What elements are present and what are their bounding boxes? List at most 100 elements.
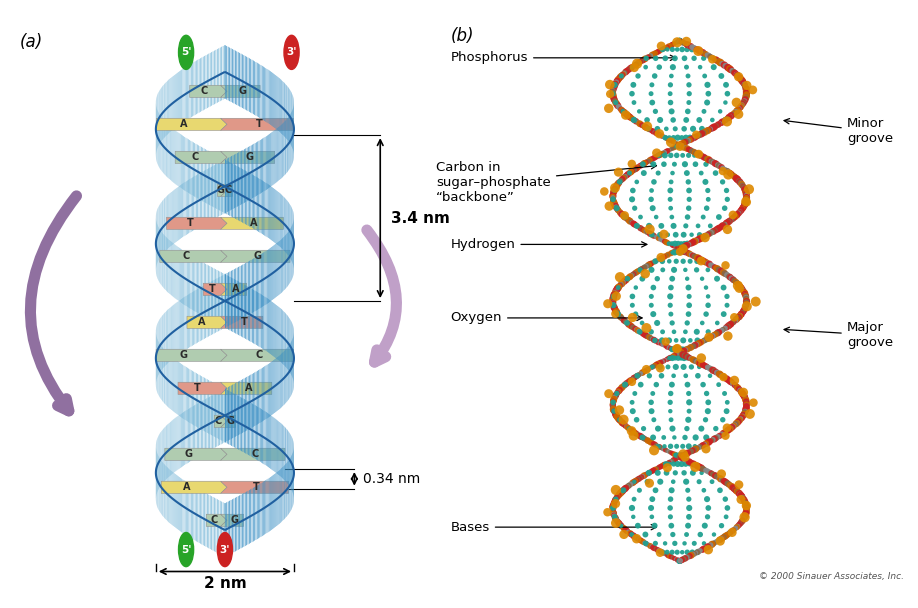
Point [644, 185, 659, 195]
Point [637, 226, 652, 235]
Point [688, 159, 703, 169]
Point [610, 412, 624, 422]
Point [682, 447, 697, 457]
Point [677, 54, 692, 63]
Point [606, 295, 621, 305]
Text: Hydrogen: Hydrogen [451, 238, 647, 251]
Point [676, 554, 690, 564]
Point [612, 311, 627, 321]
Point [736, 98, 751, 108]
Point [700, 258, 715, 268]
Point [680, 106, 695, 116]
Point [689, 265, 704, 275]
Point [641, 469, 655, 478]
Point [644, 363, 658, 373]
Point [739, 399, 754, 409]
Point [673, 244, 688, 254]
Point [666, 345, 681, 355]
Point [729, 522, 744, 532]
Point [619, 422, 633, 432]
Point [624, 62, 639, 72]
Point [713, 118, 728, 128]
Point [652, 255, 666, 264]
Point [606, 404, 621, 414]
Point [687, 43, 701, 53]
Point [690, 221, 705, 231]
Point [658, 445, 673, 455]
Point [736, 390, 751, 400]
Point [608, 409, 622, 418]
Point [704, 332, 719, 342]
Point [646, 126, 661, 136]
Point [608, 309, 622, 319]
Point [710, 274, 724, 283]
Point [639, 123, 654, 133]
Point [620, 214, 634, 224]
Point [622, 64, 637, 74]
Point [672, 36, 687, 46]
Point [670, 349, 685, 359]
Point [683, 145, 698, 155]
Point [738, 302, 753, 311]
Point [643, 541, 657, 551]
Point [621, 168, 636, 178]
Point [671, 244, 686, 254]
Point [695, 255, 710, 265]
Point [700, 438, 714, 447]
Text: A: A [232, 285, 240, 294]
Point [705, 115, 720, 125]
Point [717, 324, 732, 334]
Point [684, 354, 699, 364]
Point [729, 418, 744, 428]
Point [687, 133, 701, 142]
Point [724, 66, 739, 75]
Point [731, 313, 745, 323]
Point [644, 542, 659, 551]
Point [661, 447, 676, 457]
Point [625, 313, 640, 322]
Point [704, 123, 719, 133]
Point [680, 136, 695, 146]
Point [687, 133, 701, 142]
Point [686, 250, 700, 260]
Point [711, 161, 726, 171]
Point [662, 239, 677, 249]
Point [676, 449, 690, 459]
Point [654, 547, 668, 556]
Point [701, 503, 716, 513]
Point [648, 106, 663, 116]
Point [707, 330, 722, 340]
Point [700, 292, 715, 302]
Point [711, 328, 725, 337]
Point [635, 55, 650, 65]
Point [713, 370, 728, 380]
Point [716, 309, 731, 319]
Point [687, 355, 701, 365]
Point [696, 128, 711, 138]
Point [645, 98, 660, 108]
Point [606, 297, 621, 306]
Text: C: C [215, 416, 222, 426]
Point [670, 38, 685, 47]
Point [627, 203, 642, 213]
Point [665, 40, 679, 50]
Point [608, 97, 622, 106]
Point [610, 413, 625, 423]
Point [732, 280, 746, 290]
Polygon shape [220, 514, 243, 527]
Point [619, 483, 633, 493]
Point [628, 164, 643, 174]
Point [620, 378, 634, 388]
Point [681, 494, 696, 504]
Point [739, 500, 754, 510]
Point [683, 239, 698, 249]
Point [606, 404, 621, 413]
Point [606, 402, 621, 412]
Point [607, 199, 621, 209]
Point [677, 454, 691, 464]
Point [609, 499, 623, 508]
Point [674, 451, 688, 460]
Point [628, 268, 643, 278]
Point [738, 407, 753, 416]
Point [719, 219, 733, 229]
